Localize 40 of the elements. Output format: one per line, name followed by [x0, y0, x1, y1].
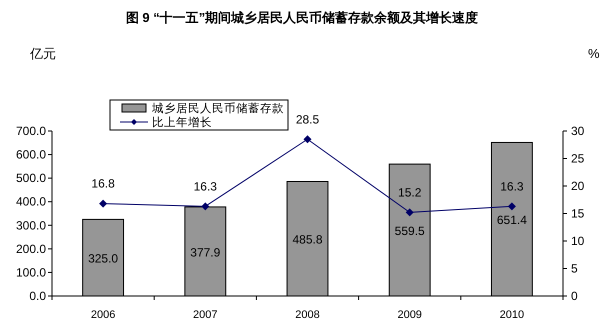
point [508, 202, 516, 210]
data-label: 16.3 [500, 179, 524, 194]
y2-tick-label: 30 [571, 124, 585, 138]
point [406, 208, 414, 216]
legend-label: 城乡居民人民币储蓄存款 [151, 101, 284, 115]
y2-tick-label: 0 [571, 289, 578, 303]
x-tick-label: 2008 [295, 309, 320, 321]
data-label: 485.8 [292, 232, 323, 247]
point [304, 135, 312, 144]
y-tick-label: 100.0 [16, 265, 46, 280]
data-label: 559.5 [394, 224, 426, 238]
data-label: 28.5 [296, 112, 320, 126]
x-tick-label: 2009 [397, 309, 422, 321]
x-tick-label: 2007 [193, 309, 218, 321]
y2-tick-label: 15 [571, 206, 585, 220]
x-tick-label: 2010 [500, 309, 524, 321]
y-tick-label: 700.0 [16, 124, 46, 138]
y-tick-label: 200.0 [16, 242, 46, 256]
y-tick-label: 400.0 [16, 194, 46, 209]
point [99, 200, 108, 208]
y-tick-label: 600.0 [16, 148, 46, 162]
data-label: 325.0 [88, 252, 118, 266]
y2-tick-label: 25 [571, 152, 585, 166]
y2-tick-label: 20 [571, 179, 585, 193]
y2-axis-title: % [588, 46, 600, 61]
y2-tick-label: 10 [571, 234, 585, 248]
data-label: 651.4 [496, 213, 528, 228]
y-axis-title: 亿元 [29, 46, 56, 61]
data-label: 377.9 [190, 245, 221, 260]
data-label: 15.2 [398, 185, 422, 200]
legend-label: 比上年增长 [152, 116, 212, 129]
y2-tick-label: 5 [571, 262, 578, 276]
data-label: 16.8 [91, 176, 116, 191]
y-tick-label: 500.0 [16, 171, 46, 186]
y-tick-label: 300.0 [16, 218, 46, 232]
data-label: 16.3 [194, 179, 218, 194]
x-tick-label: 2006 [90, 309, 116, 321]
point [201, 202, 210, 210]
y-tick-label: 0.0 [29, 289, 46, 303]
chart-title: 图 9 “十一五”期间城乡居民人民币储蓄存款余额及其增长速度 [126, 10, 478, 25]
